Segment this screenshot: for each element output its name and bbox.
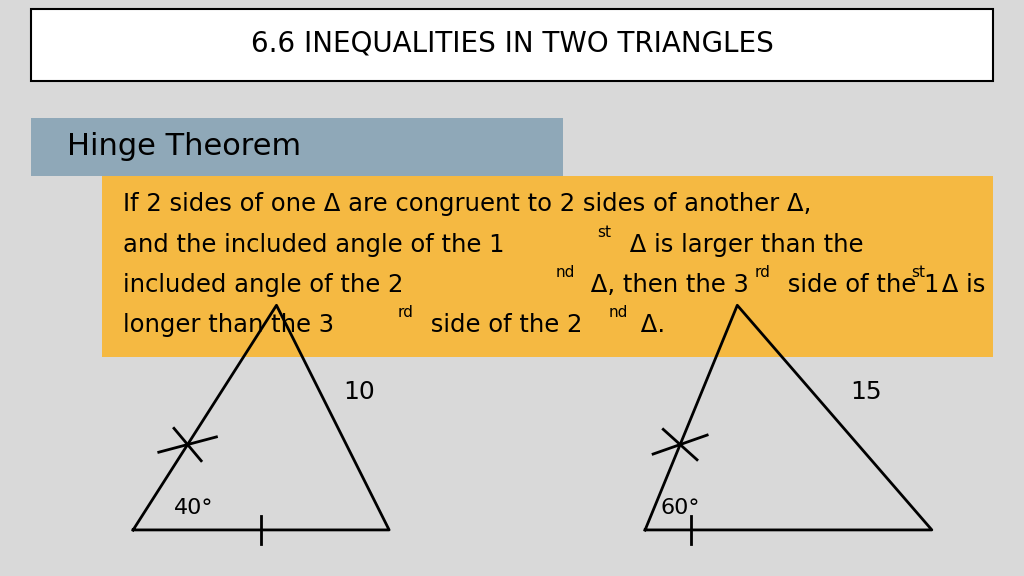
Text: side of the 1: side of the 1	[780, 273, 940, 297]
Text: and the included angle of the 1: and the included angle of the 1	[123, 233, 505, 257]
FancyBboxPatch shape	[102, 176, 993, 357]
Text: st: st	[597, 225, 611, 240]
Text: rd: rd	[397, 305, 414, 320]
Text: st: st	[911, 265, 926, 280]
Text: included angle of the 2: included angle of the 2	[123, 273, 403, 297]
Text: 10: 10	[343, 380, 375, 404]
Text: rd: rd	[755, 265, 771, 280]
Text: 60°: 60°	[660, 498, 700, 518]
Text: nd: nd	[556, 265, 575, 280]
Text: Δ.: Δ.	[633, 313, 665, 338]
Text: Δ, then the 3: Δ, then the 3	[583, 273, 749, 297]
Text: nd: nd	[608, 305, 628, 320]
Text: 40°: 40°	[174, 498, 214, 518]
Text: longer than the 3: longer than the 3	[123, 313, 334, 338]
FancyBboxPatch shape	[31, 9, 993, 81]
Text: 15: 15	[850, 380, 882, 404]
Text: Δ is larger than the: Δ is larger than the	[622, 233, 863, 257]
Text: If 2 sides of one Δ are congruent to 2 sides of another Δ,: If 2 sides of one Δ are congruent to 2 s…	[123, 192, 811, 217]
Text: Δ is: Δ is	[934, 273, 985, 297]
Text: Hinge Theorem: Hinge Theorem	[67, 132, 301, 161]
Text: 6.6 INEQUALITIES IN TWO TRIANGLES: 6.6 INEQUALITIES IN TWO TRIANGLES	[251, 30, 773, 58]
Text: side of the 2: side of the 2	[423, 313, 583, 338]
FancyBboxPatch shape	[31, 118, 563, 176]
